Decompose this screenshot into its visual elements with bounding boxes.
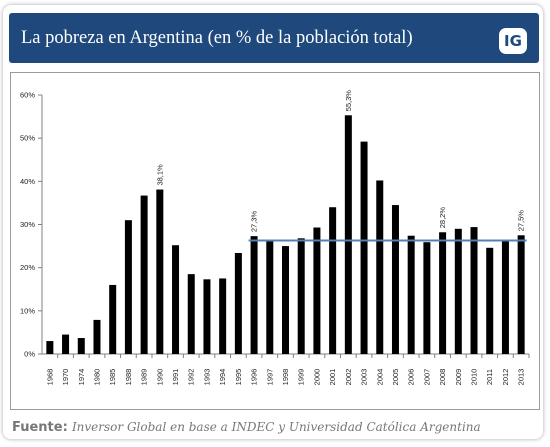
- bar-1998: [282, 246, 289, 354]
- data-label-2008: 28,2%: [438, 207, 447, 229]
- y-tick-label: 60%: [20, 91, 35, 100]
- ig-logo: IG: [499, 28, 527, 54]
- bar-1988: [124, 220, 132, 354]
- bar-1991: [172, 245, 180, 354]
- x-tick-label: 2003: [360, 369, 369, 386]
- x-tick-label: 2005: [391, 369, 400, 386]
- x-tick-label: 1999: [297, 369, 306, 386]
- x-tick-label: 1985: [108, 369, 117, 386]
- bar-1985: [109, 284, 117, 354]
- x-tick-label: 1997: [265, 369, 274, 386]
- source-label: Fuente:: [12, 420, 68, 435]
- bar-1995: [234, 252, 242, 354]
- source-note: Fuente: Inversor Global en base a INDEC …: [12, 420, 481, 435]
- y-tick-label: 30%: [20, 220, 35, 229]
- bar-chart: 0% 10% 20% 30% 40% 50% 60% 1968 1970 1974 1980 1985…: [20, 90, 530, 386]
- bar-1999: [297, 238, 305, 354]
- x-tick-label: 1990: [155, 369, 164, 386]
- data-label-1990: 38,1%: [155, 164, 164, 186]
- bar-2007: [423, 242, 431, 354]
- x-tick-label: 1980: [92, 369, 101, 386]
- bar-1990: [156, 189, 164, 354]
- y-tick-label: 10%: [20, 306, 35, 315]
- bar-2000: [313, 227, 321, 354]
- x-tick-label: 2013: [517, 369, 526, 386]
- x-tick-label: 1992: [187, 369, 196, 386]
- bar-1970: [62, 334, 70, 354]
- bar-1980: [93, 319, 101, 354]
- x-tick-label: 1993: [202, 369, 211, 386]
- bar-1974: [77, 338, 85, 354]
- x-tick-label: 2006: [407, 369, 416, 386]
- bar-1994: [219, 278, 227, 354]
- x-tick-label: 1970: [61, 369, 70, 386]
- x-tick-label: 2012: [501, 369, 510, 386]
- bar-1968: [46, 341, 54, 354]
- bar-2006: [407, 235, 415, 354]
- bar-1997: [266, 240, 274, 354]
- bar-2001: [329, 207, 337, 354]
- x-tick-label: 2008: [438, 369, 447, 386]
- bar-2004: [376, 180, 384, 354]
- chart-area: 0% 10% 20% 30% 40% 50% 60% 1968 1970 1974 1980 1985…: [10, 72, 540, 410]
- y-tick-label: 40%: [20, 177, 35, 186]
- x-tick-label: 2004: [375, 369, 384, 386]
- data-label-2002: 55,3%: [344, 90, 353, 112]
- x-tick-label: 1991: [171, 369, 180, 386]
- bar-1996: [250, 236, 258, 354]
- bar-1989: [140, 195, 148, 354]
- x-tick-label: 1989: [140, 369, 149, 386]
- title-bar: La pobreza en Argentina (en % de la pobl…: [9, 13, 539, 63]
- data-label-1996: 27,3%: [250, 211, 259, 233]
- bar-2003: [360, 141, 368, 354]
- bar-2009: [454, 228, 462, 354]
- x-tick-label: 2011: [485, 369, 494, 385]
- bar-2008: [439, 232, 447, 354]
- x-tick-label: 1968: [45, 369, 54, 386]
- data-label-2013: 27,5%: [517, 210, 526, 232]
- x-tick-label: 1988: [124, 369, 133, 386]
- x-tick-label: 2000: [312, 369, 321, 386]
- x-tick-label: 1995: [234, 369, 243, 386]
- bar-2011: [486, 247, 494, 354]
- bar-2012: [501, 240, 509, 354]
- bar-2013: [517, 235, 525, 354]
- bar-1993: [203, 279, 211, 354]
- x-tick-label: 2002: [344, 369, 353, 386]
- y-tick-label: 50%: [20, 134, 35, 143]
- x-tick-label: 2010: [470, 369, 479, 386]
- x-tick-label: 2009: [454, 369, 463, 386]
- page-title: La pobreza en Argentina (en % de la pobl…: [21, 28, 413, 48]
- bar-2005: [391, 205, 399, 354]
- bar-2002: [344, 115, 352, 354]
- x-tick-label: 1996: [250, 369, 259, 386]
- bar-2010: [470, 227, 478, 354]
- chart-card: La pobreza en Argentina (en % de la pobl…: [3, 5, 543, 439]
- y-tick-label: 20%: [20, 263, 35, 272]
- x-tick-label: 1974: [77, 369, 86, 386]
- x-tick-label: 2001: [328, 369, 337, 386]
- x-tick-label: 1994: [218, 369, 227, 386]
- bar-1992: [187, 274, 195, 354]
- x-tick-label: 1998: [281, 369, 290, 386]
- source-text: Inversor Global en base a INDEC y Univer…: [71, 420, 481, 434]
- x-tick-label: 2007: [422, 369, 431, 386]
- y-tick-label: 0%: [24, 350, 35, 359]
